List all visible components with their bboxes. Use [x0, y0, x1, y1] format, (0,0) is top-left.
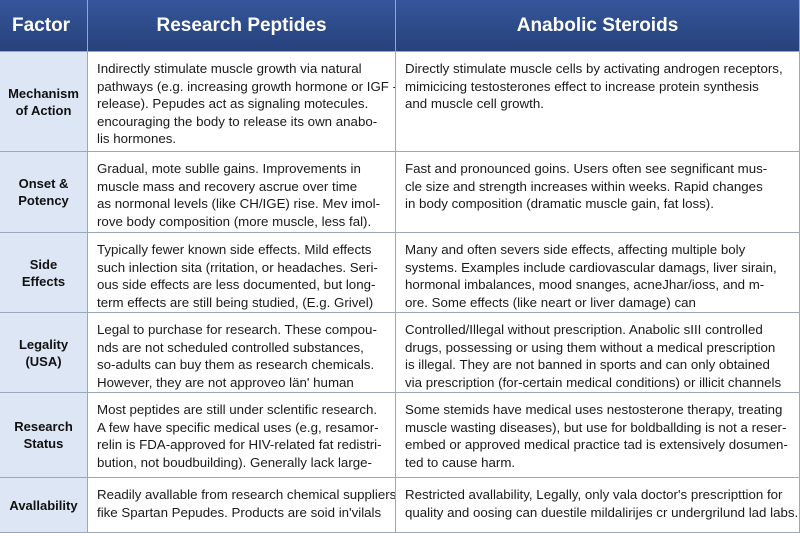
- factor-label: Onset &: [18, 176, 69, 191]
- cell-line: Typically fewer known side effects. Mild…: [97, 242, 372, 257]
- text-cell: Typically fewer known side effects. Mild…: [88, 233, 396, 313]
- cell-line: Most peptides are still under sclentific…: [97, 402, 378, 417]
- cell-line: pathways (e.g. increasing growth hormone…: [97, 78, 396, 94]
- text-cell: Most peptides are still under sclentific…: [88, 393, 396, 478]
- cell-line: relin is FDA-approved for HIV-related fa…: [97, 437, 382, 452]
- factor-label: Effects: [21, 273, 66, 289]
- text-cell: Controlled/Illegal without prescription.…: [396, 313, 800, 393]
- text-cell: Legal to purchase for research. These co…: [88, 313, 396, 393]
- cell-line: quality and oosing can duestile mildalir…: [405, 504, 799, 520]
- cell-line: encouraging the body to release its own …: [97, 113, 378, 129]
- text-cell: Gradual, mote sublle gains. Improvements…: [88, 152, 396, 233]
- factor-cell: Research Status: [0, 393, 88, 478]
- header-cell: Anabolic Steroids: [396, 0, 800, 52]
- cell-line: systems. Examples include cardiovascular…: [405, 259, 777, 275]
- cell-line: Controlled/Illegal without prescription.…: [405, 322, 763, 337]
- cell-line: muscle wasting diseases), but use for bo…: [405, 419, 787, 435]
- cell-line: as normonal levels (like CH/IGE) rise. M…: [97, 196, 380, 211]
- cell-line: drugs, possessing or using them without …: [405, 339, 776, 355]
- cell-line: and muscle cell growth.: [405, 96, 544, 111]
- text-cell: Restricted avallability, Legally, only v…: [396, 478, 800, 533]
- factor-label: Side: [29, 256, 58, 272]
- factor-cell: Side Effects: [0, 233, 88, 313]
- cell-line: lis hormones.: [97, 131, 177, 146]
- factor-label: Avallability: [9, 497, 78, 513]
- cell-line: muscle mass and recovery ascrue over tim…: [97, 178, 358, 194]
- cell-line: embed or approved medical practice tad i…: [405, 437, 788, 452]
- factor-cell: Mechanism of Action: [0, 52, 88, 152]
- cell-line: ore. Some effects (like neart or liver d…: [405, 294, 696, 310]
- factor-cell: Avallability: [0, 478, 88, 533]
- cell-line: bution, not boudbuilding). Generally lac…: [97, 454, 372, 470]
- cell-line: Fast and pronounced goins. Users often s…: [405, 161, 768, 176]
- cell-line: hormonal imbalances, mood snanges, acneJ…: [405, 277, 765, 292]
- cell-line: However, they are not approveo län' huma…: [97, 374, 354, 390]
- factor-label: (USA): [25, 353, 62, 369]
- factor-cell: Onset & Potency: [0, 152, 88, 233]
- cell-line: mimicicing testosterones effect to incre…: [405, 78, 759, 94]
- cell-line: so-adults can buy them as research chemi…: [97, 357, 375, 372]
- cell-line: is illegal. They are not banned in sport…: [405, 357, 770, 372]
- cell-line: Legal to purchase for research. These co…: [97, 322, 377, 337]
- cell-line: Restricted avallability, Legally, only v…: [405, 487, 783, 502]
- text-cell: Readily avallable from research chemical…: [88, 478, 396, 533]
- cell-line: Many and often severs side effects, affe…: [405, 242, 746, 257]
- text-cell: Many and often severs side effects, affe…: [396, 233, 800, 313]
- text-cell: Indirectly stimulate muscle growth via n…: [88, 52, 396, 152]
- cell-line: via prescription (for-certain medical co…: [405, 374, 782, 390]
- factor-label: Potency: [18, 193, 69, 208]
- factor-label: Mechanism: [8, 85, 79, 101]
- cell-line: term effects are still being studied, (E…: [97, 294, 374, 310]
- cell-line: release). Pepudes act as signaling motec…: [97, 96, 369, 111]
- cell-line: fike Spartan Pepudes. Products are soid …: [97, 504, 382, 520]
- cell-line: Some stemids have medical uses nestoster…: [405, 402, 783, 417]
- factor-label: Legality: [18, 336, 69, 352]
- factor-label: Status: [23, 436, 64, 451]
- factor-label: Research: [14, 419, 73, 434]
- cell-line: cle size and strength increases within w…: [405, 178, 763, 194]
- text-cell: Directly stimulate muscle cells by activ…: [396, 52, 800, 152]
- cell-line: rove body composition (more muscle, less…: [97, 213, 372, 229]
- cell-line: in body composition (dramatic muscle gai…: [405, 196, 714, 211]
- factor-label: of Action: [15, 102, 72, 118]
- cell-line: Readily avallable from research chemical…: [97, 487, 396, 502]
- factor-cell: Legality (USA): [0, 313, 88, 393]
- text-cell: Some stemids have medical uses nestoster…: [396, 393, 800, 478]
- cell-line: ted to cause harm.: [405, 454, 516, 470]
- header-cell: Factor: [0, 0, 88, 52]
- cell-line: Directly stimulate muscle cells by activ…: [405, 61, 783, 76]
- header-cell: Research Peptides: [88, 0, 396, 52]
- cell-line: Gradual, mote sublle gains. Improvements…: [97, 161, 361, 176]
- cell-line: Indirectly stimulate muscle growth via n…: [97, 61, 362, 76]
- cell-line: such inlection sita (rritation, or heada…: [97, 259, 378, 275]
- cell-line: ous side effects are less documented, bu…: [97, 277, 376, 292]
- text-cell: Fast and pronounced goins. Users often s…: [396, 152, 800, 233]
- cell-line: A few have specific medical uses (e.g, r…: [97, 419, 379, 435]
- cell-line: nds are not scheduled controlled substan…: [97, 339, 364, 355]
